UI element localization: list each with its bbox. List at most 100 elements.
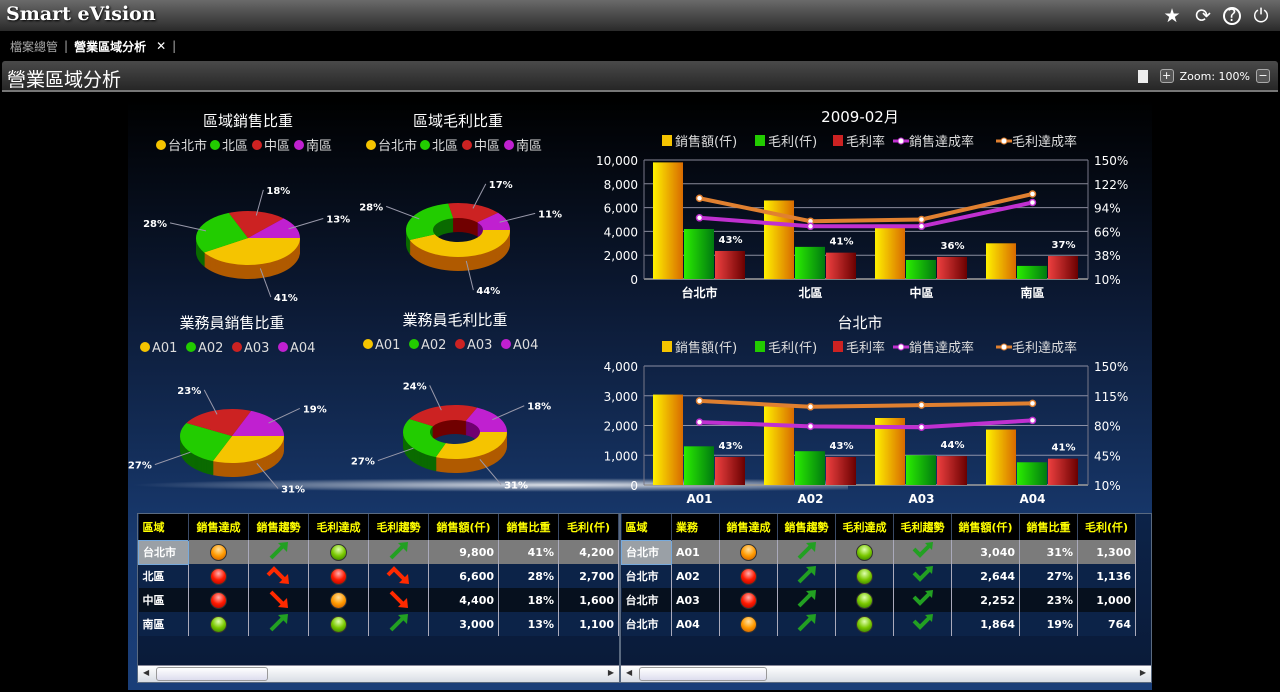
pie-leader-line [429, 385, 442, 411]
bar-data-label: 37% [1052, 240, 1076, 251]
trend-check-up-icon [893, 564, 952, 588]
legend-label: 北區 [432, 139, 458, 154]
gross-achievement-line [699, 192, 1033, 224]
legend-marker [833, 135, 843, 146]
table-cell: 台北市 [621, 588, 672, 612]
legend-label: 銷售額(仟) [675, 134, 737, 150]
gross-achievement-line-point [917, 215, 926, 224]
pie-data-label: 27% [128, 461, 152, 472]
pie-slice [179, 422, 232, 462]
column-header[interactable]: 區域 [138, 514, 189, 540]
star-icon[interactable]: ★ [1163, 5, 1181, 27]
help-icon[interactable]: ? [1223, 6, 1241, 26]
pie-data-label: 18% [527, 402, 551, 413]
pie-data-label: 31% [281, 485, 305, 496]
column-header[interactable]: 銷售額(仟) [951, 514, 1020, 540]
x-tick-label: A02 [798, 492, 824, 506]
pie-data-label: 13% [326, 215, 350, 226]
sales-achievement-line [699, 200, 1033, 229]
pie-leader-line [255, 189, 264, 216]
table-row[interactable]: 台北市 A04 1,864 19% 764 [621, 612, 1136, 636]
tab-sales-region-analysis[interactable]: 營業區域分析 [74, 39, 147, 54]
sales-achievement-line-point [695, 418, 704, 426]
trend-up-icon [777, 612, 836, 636]
horizontal-scrollbar[interactable]: ◀ ▶ [138, 665, 619, 682]
column-header[interactable]: 銷售比重 [1019, 514, 1078, 540]
scroll-thumb[interactable] [639, 667, 767, 681]
legend-label: 中區 [264, 139, 290, 154]
table-row[interactable]: 南區 3,000 13% 1,100 [138, 612, 619, 636]
column-header[interactable]: 業務 [671, 514, 720, 540]
y2-tick-label: 66% [1094, 225, 1121, 239]
app-title: Smart eVision [6, 3, 156, 25]
scroll-right-arrow[interactable]: ▶ [1139, 668, 1146, 677]
column-header[interactable]: 區域 [621, 514, 672, 540]
column-header[interactable]: 毛利達成 [835, 514, 894, 540]
table-row[interactable]: 台北市 A01 3,040 31% 1,300 [621, 539, 1136, 565]
pie-slice [248, 218, 300, 238]
y2-tick-label: 150% [1094, 360, 1128, 374]
column-header[interactable]: 毛利達成 [308, 514, 369, 540]
status-light-green [835, 564, 894, 588]
pie-leader-line [499, 212, 536, 223]
x-tick-label: A01 [687, 492, 713, 506]
scroll-left-arrow[interactable]: ◀ [143, 668, 150, 677]
table-cell: 3,000 [428, 612, 499, 636]
legend-marker [409, 339, 419, 349]
bar-data-label: 44% [941, 440, 965, 451]
zoom-out-button[interactable]: − [1256, 69, 1270, 83]
status-light-red [308, 564, 369, 588]
table-row[interactable]: 台北市 9,800 41% 4,200 [138, 539, 619, 565]
horizontal-scrollbar[interactable]: ◀ ▶ [621, 665, 1151, 682]
bar-margin [715, 456, 745, 485]
column-header[interactable]: 毛利趨勢 [893, 514, 952, 540]
column-header[interactable]: 銷售趨勢 [248, 514, 309, 540]
pie-slice [465, 407, 507, 432]
y-tick-label: 2,000 [604, 420, 638, 434]
y-tick-label: 2,000 [604, 249, 638, 263]
column-header[interactable]: 銷售趨勢 [777, 514, 836, 540]
status-ball-icon [740, 615, 757, 633]
y2-tick-label: 10% [1094, 479, 1121, 493]
bar-data-label: 43% [719, 441, 743, 452]
column-header[interactable]: 銷售達成 [188, 514, 249, 540]
legend-label: 毛利率 [846, 340, 885, 356]
table-row[interactable]: 台北市 A03 2,252 23% 1,000 [621, 588, 1136, 612]
table-row[interactable]: 台北市 A02 2,644 27% 1,136 [621, 564, 1136, 588]
column-header[interactable]: 毛利(仟) [558, 514, 619, 540]
status-light-orange [188, 540, 249, 564]
scroll-right-arrow[interactable]: ▶ [607, 668, 614, 677]
zoom-in-button[interactable]: + [1159, 69, 1174, 83]
y2-tick-label: 150% [1094, 154, 1128, 168]
x-tick-label: A04 [1020, 492, 1046, 506]
power-icon[interactable]: ⏻ [1253, 5, 1269, 27]
table-row[interactable]: 北區 6,600 28% 2,700 [138, 564, 619, 588]
refresh-icon[interactable]: ⟳ [1195, 5, 1211, 27]
table-row[interactable]: 中區 4,400 18% 1,600 [138, 588, 619, 612]
x-tick-label: 北區 [798, 285, 822, 300]
column-header[interactable]: 銷售額(仟) [428, 514, 499, 540]
status-light-orange [308, 588, 369, 612]
agent-table: 區域 業務 銷售達成 銷售趨勢 毛利達成 毛利趨勢 銷售額(仟) 銷售比重 毛利(仟) 台北市 A0… [620, 513, 1152, 683]
legend-label: 南區 [306, 138, 332, 154]
trend-up-icon [777, 540, 836, 564]
legend-label: A03 [467, 338, 492, 353]
table-cell: 28% [498, 564, 559, 588]
bar-gross-profit [1017, 462, 1047, 485]
scroll-thumb[interactable] [156, 667, 268, 681]
legend-marker [232, 342, 242, 352]
y-tick-label: 0 [630, 479, 638, 493]
trend-up-icon [248, 612, 309, 636]
scroll-left-arrow[interactable]: ◀ [626, 668, 633, 677]
column-header[interactable]: 銷售達成 [719, 514, 778, 540]
column-header[interactable]: 銷售比重 [498, 514, 559, 540]
legend-label: 中區 [474, 139, 500, 154]
table-cell: 23% [1019, 588, 1078, 612]
tab-file-manager[interactable]: 檔案總管 [10, 39, 59, 54]
column-header[interactable]: 毛利(仟) [1077, 514, 1136, 540]
column-header[interactable]: 毛利趨勢 [368, 514, 429, 540]
bar-sales [986, 243, 1016, 279]
tab-close-button[interactable]: ✕ [156, 39, 167, 53]
y2-tick-label: 38% [1094, 249, 1121, 263]
document-icon[interactable] [1137, 69, 1148, 83]
